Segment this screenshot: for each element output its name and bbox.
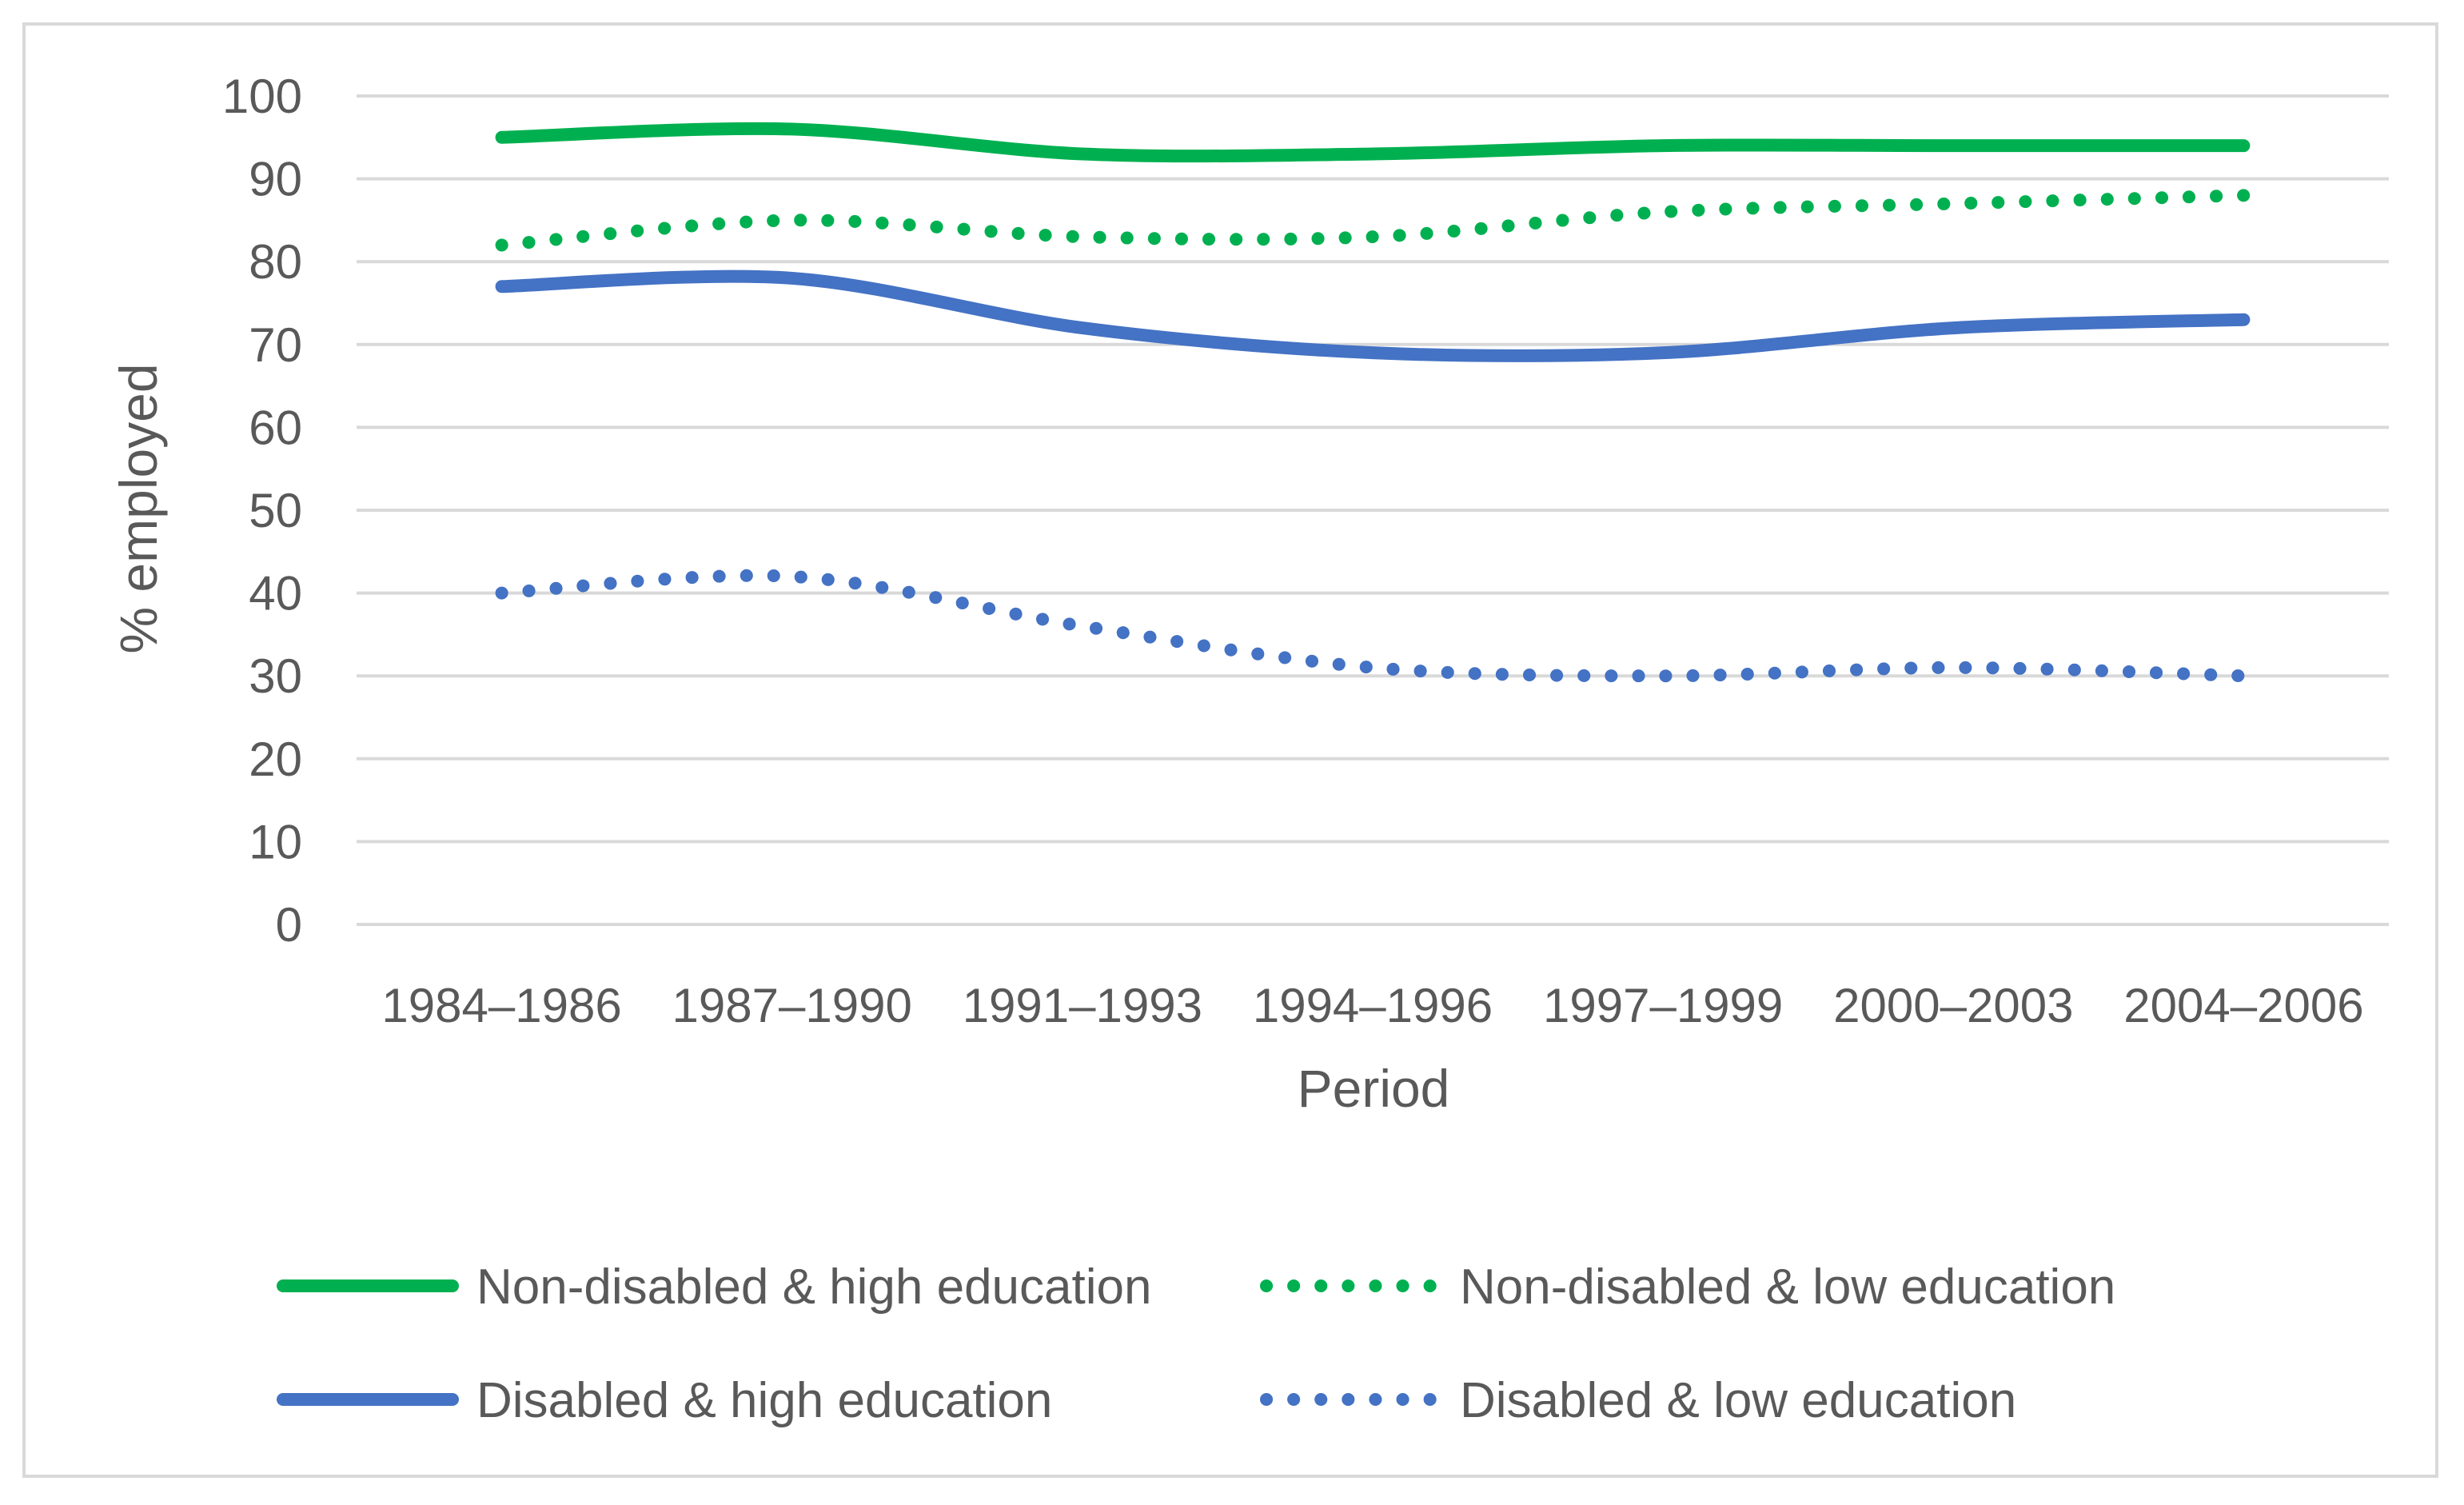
data-point — [1657, 669, 1669, 682]
data-point — [2237, 669, 2250, 682]
legend-label: Non-disabled & low education — [1460, 1259, 2115, 1315]
x-tick-label: 1997–1999 — [1543, 979, 1783, 1032]
series-line-3 — [495, 269, 2251, 362]
y-tick-label: 60 — [249, 401, 302, 454]
data-point — [2237, 313, 2250, 326]
data-point — [1947, 139, 1960, 152]
x-axis-title: Period — [1298, 1059, 1450, 1118]
data-point — [1076, 148, 1089, 161]
series-line-2 — [495, 189, 2251, 252]
y-tick-label: 30 — [249, 649, 302, 703]
y-tick-label: 50 — [249, 484, 302, 537]
x-tick-label: 1991–1993 — [963, 979, 1202, 1032]
y-tick-label: 100 — [222, 70, 302, 123]
data-point — [496, 587, 508, 600]
data-point — [1657, 206, 1669, 218]
series-line-4 — [495, 569, 2251, 683]
x-tick-label: 1987–1990 — [672, 979, 912, 1032]
gridlines — [357, 94, 2389, 926]
y-axis-ticks: 0 10 20 30 40 50 60 70 80 90 100 — [222, 70, 302, 952]
data-point — [2237, 139, 2250, 152]
x-tick-label: 2004–2006 — [2123, 979, 2363, 1032]
y-tick-label: 0 — [276, 898, 302, 952]
data-point — [786, 214, 799, 226]
data-point — [1076, 230, 1089, 243]
legend-label: Non-disabled & high education — [476, 1259, 1151, 1315]
series-lines — [495, 122, 2251, 683]
chart-frame — [22, 22, 2438, 1478]
data-point — [1366, 230, 1379, 243]
y-tick-label: 70 — [249, 318, 302, 372]
data-point — [1947, 198, 1960, 210]
x-tick-label: 1984–1986 — [381, 979, 621, 1032]
data-point — [786, 122, 799, 135]
legend: Non-disabled & high education Non-disable… — [277, 1259, 2115, 1428]
data-point — [1366, 346, 1379, 359]
data-point — [1657, 346, 1669, 359]
data-point — [2237, 189, 2250, 202]
legend-label: Disabled & high education — [476, 1373, 1052, 1428]
data-point — [496, 238, 508, 251]
y-tick-label: 80 — [249, 235, 302, 289]
data-point — [1947, 661, 1960, 674]
legend-label: Disabled & low education — [1460, 1373, 2016, 1428]
x-tick-label: 1994–1996 — [1253, 979, 1493, 1032]
data-point — [496, 280, 508, 293]
y-axis-title: % employed — [109, 363, 168, 653]
x-axis-ticks: 1984–1986 1987–1990 1991–1993 1994–1996 1997… — [381, 979, 2363, 1032]
data-point — [1657, 139, 1669, 152]
data-point — [1366, 661, 1379, 674]
series-line-1 — [495, 122, 2251, 163]
y-tick-label: 90 — [249, 153, 302, 206]
data-point — [786, 570, 799, 583]
y-tick-label: 10 — [249, 815, 302, 868]
data-point — [1076, 620, 1089, 633]
y-tick-label: 40 — [249, 567, 302, 621]
y-tick-label: 20 — [249, 733, 302, 786]
data-point — [786, 272, 799, 285]
data-point — [1076, 321, 1089, 334]
data-point — [496, 131, 508, 144]
data-point — [1947, 321, 1960, 334]
data-point — [1366, 148, 1379, 161]
x-tick-label: 2000–2003 — [1833, 979, 2073, 1032]
